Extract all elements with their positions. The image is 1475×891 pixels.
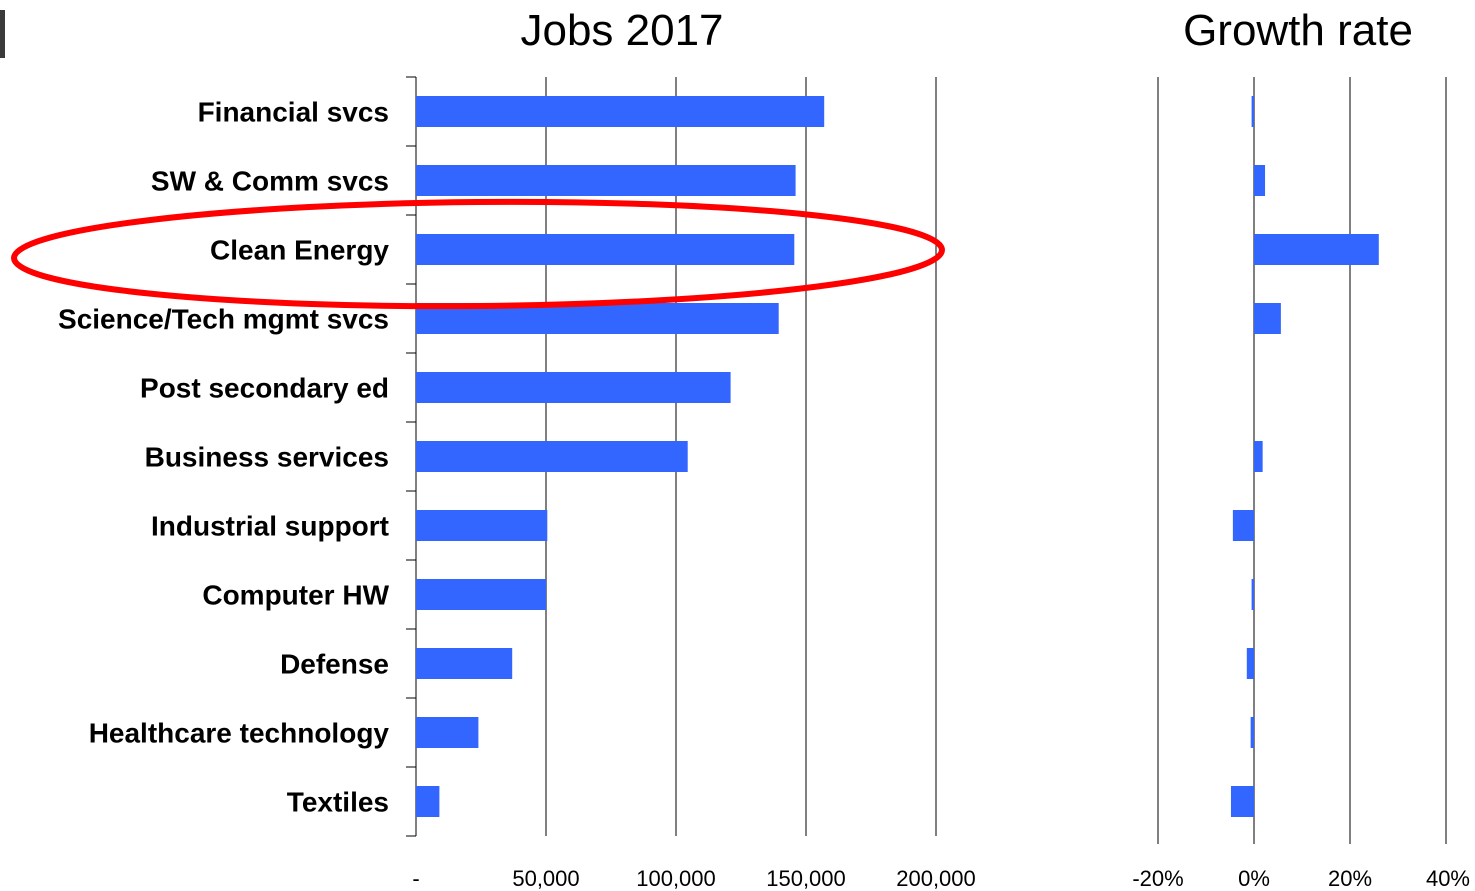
growth-bar: [1254, 303, 1281, 334]
growth-bar: [1246, 648, 1254, 679]
jobs-x-tick-label: 100,000: [636, 866, 716, 891]
jobs-bar: [416, 96, 825, 127]
category-label: Industrial support: [151, 511, 389, 542]
jobs-bar: [416, 372, 731, 403]
jobs-chart-title: Jobs 2017: [520, 6, 723, 55]
jobs-bar: [416, 717, 479, 748]
growth-x-tick-label: -20%: [1132, 866, 1183, 891]
category-label: Financial svcs: [198, 97, 389, 128]
jobs-x-tick-label: 200,000: [896, 866, 976, 891]
jobs-x-tick-label: -: [412, 866, 419, 891]
growth-bar: [1232, 510, 1254, 541]
growth-x-tick-label: 0%: [1238, 866, 1270, 891]
category-label: Clean Energy: [210, 235, 389, 266]
growth-chart-title: Growth rate: [1183, 6, 1413, 55]
highlight-layer: [11, 198, 945, 310]
category-label: SW & Comm svcs: [151, 166, 389, 197]
growth-bar: [1254, 441, 1263, 472]
jobs-bar: [416, 234, 795, 265]
growth-x-tick-label: 20%: [1328, 866, 1372, 891]
jobs-chart: Jobs 2017 - 50,000 100,000 150,000 200,000 Fi…: [58, 6, 976, 891]
highlight-ellipse: [11, 198, 945, 310]
growth-bar: [1254, 234, 1379, 265]
jobs-bar: [416, 786, 440, 817]
growth-bar: [1230, 786, 1254, 817]
category-label: Computer HW: [202, 580, 389, 611]
growth-bar: [1251, 96, 1254, 127]
jobs-bar: [416, 579, 546, 610]
corner-mark: [0, 10, 5, 58]
growth-x-tick-label: 40%: [1426, 866, 1470, 891]
category-label: Science/Tech mgmt svcs: [58, 304, 389, 335]
jobs-x-tick-label: 150,000: [766, 866, 846, 891]
growth-bar: [1254, 165, 1266, 196]
category-label: Business services: [145, 442, 389, 473]
growth-bar: [1251, 579, 1254, 610]
category-label: Healthcare technology: [89, 718, 390, 749]
jobs-bar: [416, 510, 548, 541]
category-label: Textiles: [287, 787, 389, 818]
growth-chart: Growth rate -20% 0% 20% 40%: [1132, 6, 1470, 891]
category-label: Post secondary ed: [140, 373, 389, 404]
jobs-bar: [416, 441, 688, 472]
jobs-x-tick-label: 50,000: [512, 866, 579, 891]
jobs-bar: [416, 165, 796, 196]
growth-bar: [1250, 717, 1254, 748]
jobs-bar: [416, 648, 513, 679]
category-label: Defense: [280, 649, 389, 680]
